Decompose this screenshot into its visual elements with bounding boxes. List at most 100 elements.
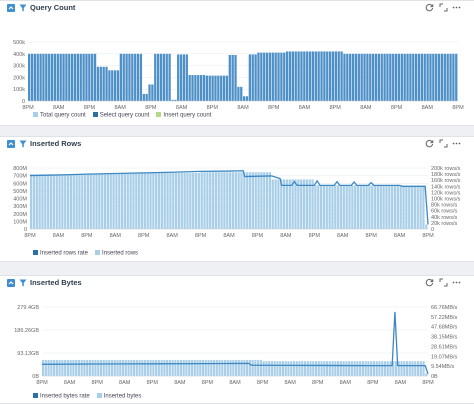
y-tick-label: 0	[22, 99, 25, 105]
bar	[406, 53, 409, 101]
bar	[356, 361, 359, 376]
x-tick-label: 8AM	[114, 105, 126, 111]
bar	[383, 361, 387, 376]
bar	[375, 361, 378, 376]
bar	[48, 53, 51, 101]
bar	[134, 53, 137, 101]
bar	[84, 174, 87, 229]
bar	[317, 51, 320, 101]
bar	[85, 53, 88, 101]
bar	[372, 361, 376, 376]
bar	[30, 53, 34, 101]
filter-icon[interactable]	[19, 279, 27, 287]
bar	[331, 185, 334, 229]
bar	[229, 172, 232, 229]
bar	[325, 185, 328, 229]
collapse-icon[interactable]	[7, 279, 15, 287]
bar	[248, 359, 251, 376]
legend-item[interactable]: Inserted bytes rate	[33, 393, 90, 400]
x-tick-label: 8PM	[138, 233, 150, 239]
bar	[240, 359, 243, 376]
bar	[72, 359, 75, 376]
bar	[177, 172, 181, 229]
legend-item[interactable]: Inserted rows	[95, 250, 138, 257]
bar	[290, 361, 293, 376]
bar	[372, 53, 375, 101]
bar	[320, 361, 323, 376]
bar	[200, 75, 203, 101]
more-icon[interactable]	[452, 278, 461, 287]
bar	[64, 359, 67, 376]
bar	[166, 172, 169, 229]
bar	[96, 66, 100, 101]
bar	[297, 51, 300, 101]
filter-icon[interactable]	[19, 140, 27, 148]
expand-icon[interactable]	[439, 139, 448, 148]
bar	[123, 172, 127, 229]
more-icon[interactable]	[452, 139, 461, 148]
bar	[126, 172, 129, 229]
bar	[174, 359, 177, 376]
bar	[50, 53, 54, 101]
bar	[301, 361, 304, 376]
legend-item[interactable]: Inserted bytes	[96, 393, 141, 400]
bar	[389, 53, 392, 101]
bar	[294, 51, 297, 101]
bar	[402, 186, 405, 229]
bar	[36, 53, 39, 101]
bar	[154, 53, 157, 101]
bar	[305, 179, 308, 229]
bar	[437, 53, 441, 101]
bar	[425, 224, 428, 229]
bar	[362, 185, 365, 229]
collapse-icon[interactable]	[7, 140, 15, 148]
bar	[419, 361, 422, 376]
bar	[188, 359, 191, 376]
x-tick-label: 8PM	[257, 380, 269, 386]
bar	[322, 185, 326, 229]
bar	[197, 172, 200, 229]
bar	[234, 54, 237, 101]
legend-item[interactable]: Total query count	[33, 112, 86, 119]
bar	[72, 174, 75, 229]
bar	[369, 53, 372, 101]
bar	[122, 53, 125, 101]
bar	[79, 53, 82, 101]
bar	[279, 361, 282, 376]
legend-item[interactable]: Select query count	[92, 112, 149, 119]
bar	[246, 359, 249, 376]
bar	[194, 172, 198, 229]
bar	[194, 75, 197, 101]
bar	[111, 70, 114, 101]
bar	[280, 179, 283, 229]
bar	[251, 172, 254, 229]
more-icon[interactable]	[452, 3, 461, 12]
legend-item[interactable]: Insert query count	[156, 112, 211, 119]
bar	[417, 53, 421, 101]
expand-icon[interactable]	[439, 278, 448, 287]
bar	[240, 172, 243, 229]
bar	[155, 359, 158, 376]
bar	[265, 361, 268, 376]
x-tick-label: 8AM	[53, 105, 65, 111]
bar	[300, 51, 303, 101]
bar	[91, 359, 94, 376]
refresh-icon[interactable]	[425, 139, 434, 148]
bar	[89, 174, 92, 229]
collapse-icon[interactable]	[7, 4, 15, 12]
bar	[207, 359, 210, 376]
x-tick-label: 8AM	[223, 233, 235, 239]
bar	[88, 359, 92, 376]
bar	[410, 186, 414, 229]
refresh-icon[interactable]	[425, 3, 434, 12]
bar	[231, 54, 234, 101]
legend-item[interactable]: Inserted rows rate	[33, 250, 88, 257]
refresh-icon[interactable]	[425, 278, 434, 287]
inserted-bytes-panel: Inserted Bytes 0B 93.13GB 186.26GB 279.4GB 0…	[0, 275, 474, 404]
bar	[193, 359, 196, 376]
expand-icon[interactable]	[439, 3, 448, 12]
bar	[317, 185, 320, 229]
bar	[109, 174, 112, 229]
y-tick-label: 100k	[13, 87, 25, 93]
filter-icon[interactable]	[19, 4, 27, 12]
